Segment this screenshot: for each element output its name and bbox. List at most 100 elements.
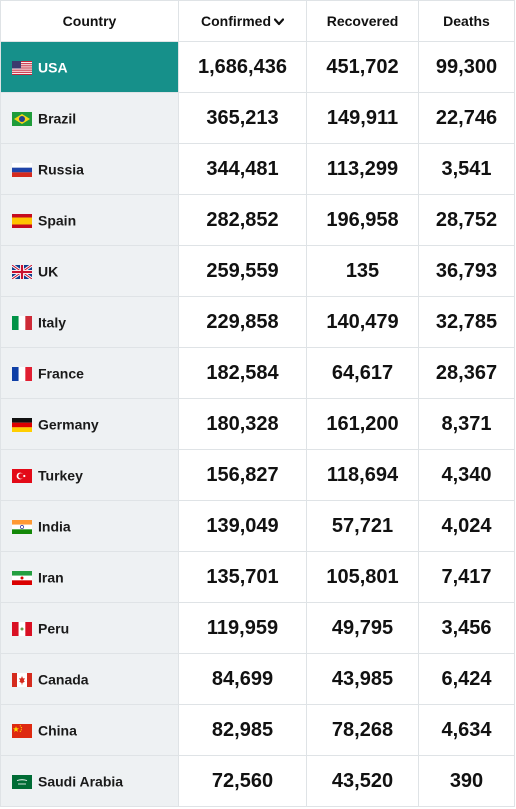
country-cell[interactable]: Canada (0, 653, 179, 705)
confirmed-cell: 365,213 (178, 92, 307, 144)
iran-flag-icon (12, 570, 32, 585)
country-cell[interactable]: Saudi Arabia (0, 755, 179, 807)
confirmed-cell: 84,699 (178, 653, 307, 705)
country-name: Iran (38, 569, 64, 586)
country-cell[interactable]: UK (0, 245, 179, 297)
deaths-cell: 3,456 (418, 602, 515, 654)
confirmed-cell: 139,049 (178, 500, 307, 552)
header-country[interactable]: Country (0, 0, 179, 42)
recovered-cell: 43,520 (306, 755, 419, 807)
country-name: Saudi Arabia (38, 773, 124, 790)
country-cell[interactable]: Russia (0, 143, 179, 195)
table-row[interactable]: France 182,584 64,617 28,367 (0, 347, 515, 399)
country-name: India (38, 518, 71, 535)
recovered-cell: 43,985 (306, 653, 419, 705)
recovered-cell: 105,801 (306, 551, 419, 603)
country-name: Italy (38, 314, 67, 331)
country-cell[interactable]: China (0, 704, 179, 756)
table-row[interactable]: Brazil 365,213 149,911 22,746 (0, 92, 515, 144)
confirmed-cell: 259,559 (178, 245, 307, 297)
table-row[interactable]: India 139,049 57,721 4,024 (0, 500, 515, 552)
confirmed-cell: 1,686,436 (178, 41, 307, 93)
country-name: China (38, 722, 77, 739)
header-deaths-label: Deaths (443, 13, 490, 29)
table-row[interactable]: USA 1,686,436 451,702 99,300 (0, 41, 515, 93)
table-row[interactable]: Italy 229,858 140,479 32,785 (0, 296, 515, 348)
deaths-cell: 22,746 (418, 92, 515, 144)
deaths-cell: 6,424 (418, 653, 515, 705)
brazil-flag-icon (12, 111, 32, 126)
table-row[interactable]: Spain 282,852 196,958 28,752 (0, 194, 515, 246)
table-row[interactable]: Russia 344,481 113,299 3,541 (0, 143, 515, 195)
deaths-cell: 7,417 (418, 551, 515, 603)
recovered-cell: 140,479 (306, 296, 419, 348)
country-name: Brazil (38, 110, 77, 127)
recovered-cell: 196,958 (306, 194, 419, 246)
peru-flag-icon (12, 621, 32, 636)
header-confirmed-label: Confirmed (201, 13, 271, 29)
header-deaths[interactable]: Deaths (418, 0, 515, 42)
country-cell[interactable]: India (0, 500, 179, 552)
header-recovered-label: Recovered (326, 13, 399, 29)
deaths-cell: 4,340 (418, 449, 515, 501)
confirmed-cell: 180,328 (178, 398, 307, 450)
confirmed-cell: 82,985 (178, 704, 307, 756)
confirmed-cell: 72,560 (178, 755, 307, 807)
canada-flag-icon (12, 672, 32, 687)
confirmed-cell: 182,584 (178, 347, 307, 399)
country-cell[interactable]: Brazil (0, 92, 179, 144)
france-flag-icon (12, 366, 32, 381)
deaths-cell: 8,371 (418, 398, 515, 450)
usa-flag-icon (12, 60, 32, 75)
confirmed-cell: 119,959 (178, 602, 307, 654)
country-cell[interactable]: Peru (0, 602, 179, 654)
country-name: USA (38, 59, 68, 76)
deaths-cell: 28,367 (418, 347, 515, 399)
spain-flag-icon (12, 213, 32, 228)
country-cell[interactable]: USA (0, 41, 179, 93)
country-cell[interactable]: Turkey (0, 449, 179, 501)
confirmed-cell: 135,701 (178, 551, 307, 603)
country-name: Russia (38, 161, 84, 178)
country-cell[interactable]: Germany (0, 398, 179, 450)
turkey-flag-icon (12, 468, 32, 483)
deaths-cell: 4,024 (418, 500, 515, 552)
table-row[interactable]: Peru 119,959 49,795 3,456 (0, 602, 515, 654)
confirmed-cell: 344,481 (178, 143, 307, 195)
table-row[interactable]: Canada 84,699 43,985 6,424 (0, 653, 515, 705)
country-cell[interactable]: Iran (0, 551, 179, 603)
country-cell[interactable]: Italy (0, 296, 179, 348)
recovered-cell: 135 (306, 245, 419, 297)
deaths-cell: 390 (418, 755, 515, 807)
country-name: France (38, 365, 84, 382)
country-name: Canada (38, 671, 89, 688)
recovered-cell: 78,268 (306, 704, 419, 756)
country-name: Turkey (38, 467, 83, 484)
table-row[interactable]: UK 259,559 135 36,793 (0, 245, 515, 297)
recovered-cell: 451,702 (306, 41, 419, 93)
germany-flag-icon (12, 417, 32, 432)
deaths-cell: 32,785 (418, 296, 515, 348)
recovered-cell: 49,795 (306, 602, 419, 654)
china-flag-icon (12, 723, 32, 738)
table-row[interactable]: Saudi Arabia 72,560 43,520 390 (0, 755, 515, 807)
table-row[interactable]: Iran 135,701 105,801 7,417 (0, 551, 515, 603)
table-row[interactable]: Turkey 156,827 118,694 4,340 (0, 449, 515, 501)
header-confirmed[interactable]: Confirmed (178, 0, 307, 42)
table-row[interactable]: China 82,985 78,268 4,634 (0, 704, 515, 756)
country-cell[interactable]: Spain (0, 194, 179, 246)
country-cell[interactable]: France (0, 347, 179, 399)
country-name: UK (38, 263, 59, 280)
header-recovered[interactable]: Recovered (306, 0, 419, 42)
deaths-cell: 28,752 (418, 194, 515, 246)
confirmed-cell: 156,827 (178, 449, 307, 501)
country-name: Spain (38, 212, 77, 229)
deaths-cell: 4,634 (418, 704, 515, 756)
india-flag-icon (12, 519, 32, 534)
confirmed-cell: 282,852 (178, 194, 307, 246)
table-row[interactable]: Germany 180,328 161,200 8,371 (0, 398, 515, 450)
confirmed-cell: 229,858 (178, 296, 307, 348)
uk-flag-icon (12, 264, 32, 279)
country-name: Peru (38, 620, 70, 637)
